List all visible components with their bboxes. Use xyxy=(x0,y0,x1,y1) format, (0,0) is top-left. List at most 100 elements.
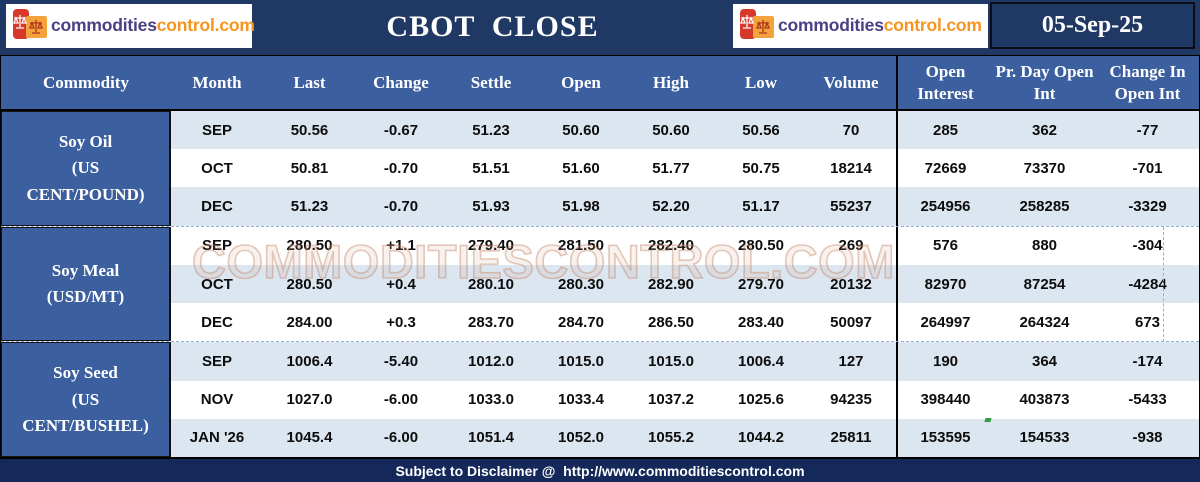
balance-scales-icon xyxy=(738,6,778,46)
commodity-group: Soy Meal (USD/MT) SEP 280.50 +1.1 279.40 281.5… xyxy=(1,225,1199,342)
commodity-unit: (US CENT/BUSHEL) xyxy=(22,389,149,435)
cell-prday_oi: 880 xyxy=(1031,237,1058,255)
commodity-name: Soy Meal xyxy=(51,260,120,280)
cell-settle: 280.10 xyxy=(468,275,514,293)
commodity-group: Soy Seed (US CENT/BUSHEL) SEP 1006.4 -5.40 10… xyxy=(1,341,1199,458)
cell-month: NOV xyxy=(200,391,234,409)
cell-month: SEP xyxy=(201,237,232,255)
brand-logo-left[interactable]: commoditiescontrol.com xyxy=(6,4,255,48)
cell-change: -0.67 xyxy=(383,121,419,139)
commodity-label: Soy Oil (US CENT/POUND) xyxy=(1,111,171,226)
cell-volume: 20132 xyxy=(830,275,872,293)
commodity-label: Soy Meal (USD/MT) xyxy=(1,226,171,342)
cell-chg_oi: -5433 xyxy=(1128,391,1167,409)
table-row: OCT 280.50 +0.4 280.10 280.30 282.90 279.70 201… xyxy=(171,264,1199,304)
cell-last: 1006.4 xyxy=(286,352,333,370)
commodity-unit: (US CENT/POUND) xyxy=(26,158,145,204)
column-header-open: Open xyxy=(561,72,601,92)
cell-low: 1044.2 xyxy=(738,429,784,447)
cell-chg_oi: -701 xyxy=(1132,159,1163,177)
column-header-commodity: Commodity xyxy=(43,72,129,92)
footer-bar: Subject to Disclaimer @ http://www.commo… xyxy=(0,458,1200,482)
column-header-change: Change xyxy=(373,72,429,92)
group-rows: SEP 1006.4 -5.40 1012.0 1015.0 1015.0 1006.4 12… xyxy=(171,342,1199,457)
cell-change: -0.70 xyxy=(383,198,419,216)
table-row: JAN '26 1045.4 -6.00 1051.4 1052.0 1055.2 1044… xyxy=(171,418,1199,457)
table-row: SEP 50.56 -0.67 51.23 50.60 50.60 50.56 70 285 36… xyxy=(171,111,1199,150)
cell-volume: 70 xyxy=(842,121,860,139)
cell-low: 51.17 xyxy=(742,198,780,216)
page-title: CBOT CLOSE xyxy=(386,9,599,43)
brand-name-part2: control.com xyxy=(883,15,982,36)
cell-prday_oi: 258285 xyxy=(1019,198,1070,216)
brand-name: commoditiescontrol.com xyxy=(778,17,982,35)
cell-last: 280.50 xyxy=(286,237,333,255)
cell-volume: 269 xyxy=(838,237,864,255)
cell-prday_oi: 403873 xyxy=(1019,391,1070,409)
commodity-group: Soy Oil (US CENT/POUND) SEP 50.56 -0.67 51.23… xyxy=(1,111,1199,226)
cell-low: 283.40 xyxy=(738,313,784,331)
cell-prday_oi: 154533 xyxy=(1019,429,1070,447)
cell-month: DEC xyxy=(201,198,233,216)
cell-oi: 254956 xyxy=(896,187,993,226)
scale-glyph-dark xyxy=(756,20,770,34)
cell-open: 280.30 xyxy=(558,275,604,293)
scale-glyph-white xyxy=(740,15,754,29)
cell-change: -6.00 xyxy=(383,429,419,447)
cell-low: 279.70 xyxy=(738,275,784,293)
cell-last: 280.50 xyxy=(286,275,333,293)
column-header-high: High xyxy=(653,72,689,92)
logo-red-tile xyxy=(13,9,29,39)
table-row: DEC 284.00 +0.3 283.70 284.70 286.50 283.40 500… xyxy=(171,303,1199,342)
cell-last: 284.00 xyxy=(286,313,333,331)
cell-open: 1015.0 xyxy=(558,352,604,370)
brand-logo-right[interactable]: commoditiescontrol.com xyxy=(733,4,988,48)
cell-prday_oi: 364 xyxy=(1031,352,1058,370)
cell-low: 1025.6 xyxy=(738,391,784,409)
cell-open: 1052.0 xyxy=(558,429,604,447)
cell-volume: 25811 xyxy=(830,429,872,447)
cell-change: -6.00 xyxy=(383,391,419,409)
cell-low: 50.75 xyxy=(742,159,780,177)
cell-last: 51.23 xyxy=(290,198,329,216)
cell-oi: 398440 xyxy=(896,380,993,419)
column-header-row: Commodity Month Last Change Settle Open High Lo… xyxy=(1,56,1199,111)
cell-volume: 50097 xyxy=(830,313,872,331)
cell-open: 284.70 xyxy=(558,313,604,331)
scale-glyph-dark xyxy=(29,20,43,34)
cell-month: DEC xyxy=(201,313,233,331)
cell-oi: 82970 xyxy=(896,264,993,304)
cell-chg_oi: -77 xyxy=(1136,121,1159,139)
cell-chg_oi: -174 xyxy=(1132,352,1163,370)
brand-name-part1: commodities xyxy=(778,15,884,36)
table-row: SEP 1006.4 -5.40 1012.0 1015.0 1015.0 1006.4 12… xyxy=(171,342,1199,381)
cell-settle: 283.70 xyxy=(468,313,514,331)
cell-volume: 94235 xyxy=(830,391,872,409)
cell-oi: 576 xyxy=(896,226,993,265)
cell-settle: 1012.0 xyxy=(468,352,514,370)
cell-settle: 279.40 xyxy=(468,237,514,255)
cell-low: 280.50 xyxy=(738,237,784,255)
disclaimer-link[interactable]: Subject to Disclaimer @ http://www.commo… xyxy=(395,462,805,479)
cell-last: 50.81 xyxy=(290,159,329,177)
cell-high: 52.20 xyxy=(652,198,690,216)
column-header-low: Low xyxy=(744,72,778,92)
cell-chg_oi: -4284 xyxy=(1128,275,1167,293)
cell-month: OCT xyxy=(201,159,233,177)
cell-high: 286.50 xyxy=(648,313,694,331)
logo-red-tile xyxy=(740,9,756,39)
column-header-settle: Settle xyxy=(470,72,512,92)
cell-open: 1033.4 xyxy=(558,391,604,409)
cell-month: JAN '26 xyxy=(189,429,245,447)
cell-prday_oi: 87254 xyxy=(1023,275,1066,293)
scale-glyph-white xyxy=(13,15,27,29)
commodity-unit: (USD/MT) xyxy=(46,287,125,306)
cell-oi: 264997 xyxy=(896,303,993,342)
brand-name-part1: commodities xyxy=(51,15,157,36)
cell-low: 1006.4 xyxy=(738,352,784,370)
cell-high: 282.40 xyxy=(648,237,694,255)
report-date-badge: 05-Sep-25 xyxy=(990,2,1195,49)
group-rows: SEP 50.56 -0.67 51.23 50.60 50.60 50.56 70 285 36… xyxy=(171,111,1199,226)
column-header-prday_oi: Pr. Day Open Int xyxy=(995,62,1094,103)
cell-oi: 190 xyxy=(896,342,993,381)
